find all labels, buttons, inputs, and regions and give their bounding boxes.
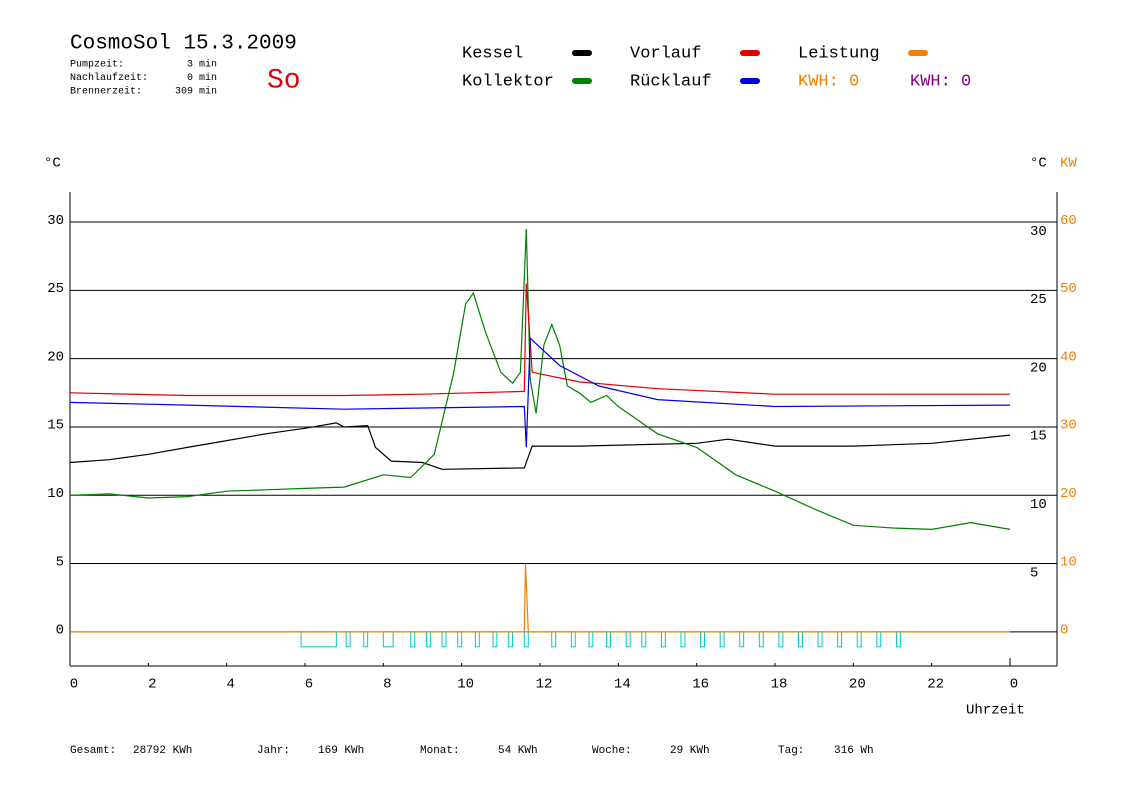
day-label: So xyxy=(267,65,301,96)
pump-pulse xyxy=(700,631,705,648)
pump-pulse xyxy=(410,631,416,648)
y2-tick-label: 10 xyxy=(1060,554,1077,570)
y-right-tick-label: 5 xyxy=(1030,565,1038,581)
x-tick-label: 22 xyxy=(927,677,944,693)
pump-pulse xyxy=(739,631,745,648)
total-value: 54 KWh xyxy=(498,745,538,757)
pump-pulse xyxy=(345,631,351,648)
pump-pulse xyxy=(508,631,514,648)
total-value: 169 KWh xyxy=(318,745,364,757)
legend-label: Leistung xyxy=(798,44,880,63)
pump-pulse xyxy=(641,631,647,648)
kwh-label: KWH: 0 xyxy=(798,72,859,91)
x-axis-label: Uhrzeit xyxy=(966,703,1025,719)
chart-title: CosmoSol 15.3.2009 xyxy=(70,33,297,56)
y2-tick-label: 30 xyxy=(1060,418,1077,434)
x-tick-label: 4 xyxy=(226,677,234,693)
pump-pulse xyxy=(680,631,686,648)
total-value: 316 Wh xyxy=(834,745,874,757)
pump-pulse xyxy=(551,631,557,648)
pump-pulse xyxy=(363,631,369,648)
stat-value: 0 min xyxy=(187,72,217,84)
y-tick-label: 15 xyxy=(47,418,64,434)
legend-label: Vorlauf xyxy=(630,44,701,63)
y-right-tick-label: 30 xyxy=(1030,224,1047,240)
pump-pulse xyxy=(758,631,764,648)
pump-pulse xyxy=(895,631,901,648)
legend-label: Kessel xyxy=(462,44,523,63)
pump-pulse xyxy=(570,631,576,648)
x-tick-label: 12 xyxy=(536,677,553,693)
pump-pulse xyxy=(606,631,611,648)
y2-tick-label: 50 xyxy=(1060,281,1077,297)
pump-pulse xyxy=(625,631,631,648)
pump-pulse xyxy=(817,631,823,648)
x-tick-label: 14 xyxy=(614,677,631,693)
pump-pulse xyxy=(876,631,882,648)
pump-pulse xyxy=(798,631,803,648)
pump-pulse xyxy=(588,631,594,648)
stat-label: Nachlaufzeit: xyxy=(70,72,148,84)
pump-pulse xyxy=(856,631,862,648)
x-tick-label: 10 xyxy=(457,677,474,693)
pump-pulse xyxy=(425,631,431,648)
y-tick-label: 20 xyxy=(47,349,64,365)
total-label: Jahr: xyxy=(257,745,290,757)
total-label: Woche: xyxy=(592,745,632,757)
legend-label: Kollektor xyxy=(462,72,554,91)
total-value: 29 KWh xyxy=(670,745,710,757)
y-right-tick-label: 20 xyxy=(1030,360,1047,376)
x-tick-label: 16 xyxy=(692,677,709,693)
pump-pulse xyxy=(523,631,529,648)
series-line xyxy=(70,563,1010,633)
pump-pulse xyxy=(474,631,480,648)
series-line xyxy=(69,336,1011,448)
x-tick-label: 6 xyxy=(305,677,313,693)
x-tick-label: 2 xyxy=(148,677,156,693)
y2-axis-label: °C xyxy=(1030,156,1047,172)
series-line xyxy=(69,283,1010,397)
stat-value: 3 min xyxy=(187,59,217,71)
x-tick-label: 20 xyxy=(849,677,866,693)
y-right-tick-label: 15 xyxy=(1030,429,1047,445)
series-line xyxy=(69,422,1011,470)
pump-pulse xyxy=(441,631,447,648)
stat-label: Pumpzeit: xyxy=(70,59,124,71)
pump-pulse xyxy=(457,631,463,648)
total-label: Tag: xyxy=(778,745,804,757)
pump-pulse xyxy=(300,631,337,648)
pump-pulse xyxy=(492,631,498,648)
pump-pulse xyxy=(382,631,394,648)
y2-tick-label: 40 xyxy=(1060,349,1077,365)
y-right-tick-label: 25 xyxy=(1030,292,1047,308)
y2-tick-label: 0 xyxy=(1060,623,1068,639)
x-tick-label: 0 xyxy=(70,677,78,693)
x-tick-label: 18 xyxy=(771,677,788,693)
pump-pulse xyxy=(837,631,843,648)
x-tick-label: 8 xyxy=(383,677,391,693)
y-tick-label: 25 xyxy=(47,281,64,297)
y2-tick-label: 20 xyxy=(1060,486,1077,502)
x-tick-label: 0 xyxy=(1010,677,1018,693)
y-tick-label: 0 xyxy=(56,623,64,639)
kwh-label: KWH: 0 xyxy=(910,72,971,91)
total-value: 28792 KWh xyxy=(133,745,192,757)
y-axis-label: °C xyxy=(44,156,61,172)
y2-axis-label: KW xyxy=(1060,156,1077,172)
stat-label: Brennerzeit: xyxy=(70,86,142,98)
y-tick-label: 30 xyxy=(47,213,64,229)
y2-tick-label: 60 xyxy=(1060,213,1077,229)
total-label: Gesamt: xyxy=(70,745,116,757)
y-tick-label: 10 xyxy=(47,486,64,502)
pump-pulse xyxy=(660,631,666,648)
pump-pulse xyxy=(778,631,784,648)
pump-pulse xyxy=(719,631,725,648)
stat-value: 309 min xyxy=(175,86,217,98)
total-label: Monat: xyxy=(420,745,460,757)
legend-label: Rücklauf xyxy=(630,72,712,91)
y-right-tick-label: 10 xyxy=(1030,497,1047,513)
y-tick-label: 5 xyxy=(56,554,64,570)
series-line xyxy=(69,228,1011,531)
